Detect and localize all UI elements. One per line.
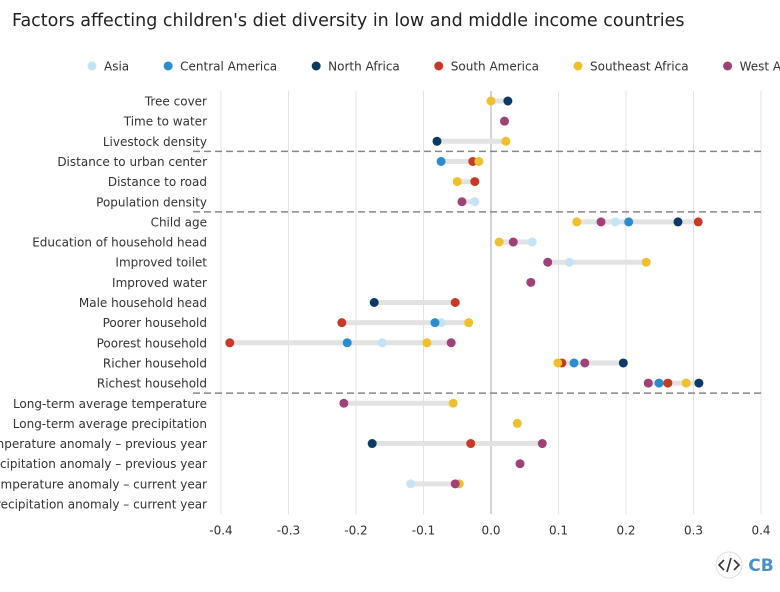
x-tick-label: -0.3 xyxy=(277,524,300,538)
y-tick-label: Distance to urban center xyxy=(57,155,207,169)
x-tick-label: 0.0 xyxy=(481,524,500,538)
legend-label: West Africa xyxy=(740,60,780,74)
logo: CB xyxy=(748,556,773,576)
y-tick-label: Precipitation anomaly – current year xyxy=(0,498,207,512)
dot xyxy=(515,459,525,469)
legend-marker xyxy=(723,61,733,71)
dot xyxy=(641,257,651,267)
dot xyxy=(337,318,347,328)
dot xyxy=(500,116,509,126)
y-tick-label: Precipitation anomaly – previous year xyxy=(0,457,207,471)
dot xyxy=(503,96,513,106)
dot xyxy=(486,96,496,106)
dot xyxy=(452,177,462,187)
dot xyxy=(693,217,703,227)
y-tick-label: Time to water xyxy=(123,115,207,129)
dot xyxy=(446,338,456,348)
x-tick-label: 0.3 xyxy=(684,524,703,538)
dot xyxy=(470,197,480,207)
x-tick-label: 0.2 xyxy=(616,524,635,538)
dot xyxy=(466,439,476,449)
embed-icon[interactable] xyxy=(715,551,743,579)
y-tick-label: Richest household xyxy=(97,377,207,391)
dot xyxy=(508,237,518,247)
dot xyxy=(450,298,460,307)
dot xyxy=(681,378,691,388)
dot xyxy=(564,257,574,267)
dot xyxy=(342,338,352,348)
y-tick-label: Distance to road xyxy=(108,175,207,189)
y-tick-label: Long-term average temperature xyxy=(13,397,207,411)
dot xyxy=(474,156,484,166)
dot xyxy=(596,217,606,227)
legend-marker xyxy=(311,61,321,71)
legend-marker xyxy=(87,61,97,71)
x-tick-label: 0.1 xyxy=(549,524,568,538)
dot xyxy=(618,358,628,368)
legend-marker xyxy=(434,61,444,71)
y-tick-label: Improved water xyxy=(112,276,207,290)
dot xyxy=(470,177,480,187)
dot xyxy=(450,479,460,489)
dot xyxy=(501,136,511,146)
dot xyxy=(527,237,537,247)
dot xyxy=(406,479,416,489)
y-tick-label: Livestock density xyxy=(103,135,207,149)
dot xyxy=(663,378,673,388)
y-tick-label: Poorer household xyxy=(103,316,207,330)
chart-title: Factors affecting children's diet divers… xyxy=(12,11,685,31)
y-tick-label: Improved toilet xyxy=(115,256,207,270)
dot xyxy=(422,338,432,348)
dot xyxy=(537,439,547,449)
dot xyxy=(339,398,349,408)
dot xyxy=(526,277,536,287)
dot xyxy=(225,338,235,348)
dot xyxy=(494,237,504,247)
dot xyxy=(694,378,704,388)
dot xyxy=(464,318,474,328)
dot xyxy=(610,217,620,227)
legend-marker xyxy=(573,61,583,71)
y-tick-label: Population density xyxy=(96,195,207,209)
y-tick-label: Poorest household xyxy=(97,336,207,350)
dot xyxy=(553,358,563,368)
legend-label: Southeast Africa xyxy=(590,60,689,74)
dot xyxy=(543,257,553,267)
dot xyxy=(624,217,634,227)
legend-label: Asia xyxy=(104,60,129,74)
dot xyxy=(369,298,379,307)
x-tick-label: -0.4 xyxy=(209,524,232,538)
dot xyxy=(430,318,440,328)
y-tick-label: Temperature anomaly – current year xyxy=(0,477,207,491)
x-tick-label: 0.4 xyxy=(751,524,770,538)
dot xyxy=(580,358,590,368)
legend-label: Central America xyxy=(180,60,277,74)
dot xyxy=(448,398,458,408)
x-tick-label: -0.1 xyxy=(412,524,435,538)
y-tick-label: Child age xyxy=(151,215,207,229)
dot xyxy=(436,156,446,166)
y-tick-label: Temperature anomaly – previous year xyxy=(0,437,207,451)
dot xyxy=(512,418,522,428)
legend-label: South America xyxy=(451,60,539,74)
y-tick-label: Richer household xyxy=(103,356,207,370)
dot xyxy=(457,197,467,207)
dot xyxy=(673,217,683,227)
dot xyxy=(377,338,387,348)
embed-icon-glyph[interactable] xyxy=(717,557,741,573)
y-tick-label: Long-term average precipitation xyxy=(13,417,207,431)
dot xyxy=(572,217,582,227)
dot xyxy=(432,136,442,146)
y-tick-label: Male household head xyxy=(79,296,207,310)
y-tick-label: Tree cover xyxy=(144,95,207,109)
legend-label: North Africa xyxy=(328,60,400,74)
dot xyxy=(367,439,377,449)
dot xyxy=(569,358,579,368)
x-tick-label: -0.2 xyxy=(344,524,367,538)
y-tick-label: Education of household head xyxy=(32,236,207,250)
legend-marker xyxy=(163,61,173,71)
dot xyxy=(654,378,664,388)
dot xyxy=(643,378,653,388)
